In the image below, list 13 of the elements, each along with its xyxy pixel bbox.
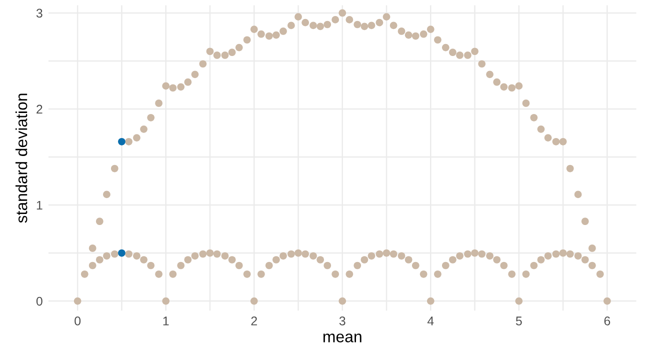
x-tick-label: 5 — [516, 316, 522, 326]
x-tick-label: 0 — [74, 316, 81, 326]
x-tick-label: 3 — [339, 316, 346, 326]
y-tick-label: 3 — [36, 8, 42, 18]
y-tick-label: 1 — [36, 200, 42, 210]
x-tick-label: 6 — [604, 316, 610, 326]
x-tick-label: 2 — [251, 316, 257, 326]
x-tick-label: 4 — [427, 316, 434, 326]
x-tick-label: 1 — [163, 316, 169, 326]
y-axis-title: standard deviation — [16, 94, 28, 223]
y-tick-label: 0 — [36, 296, 42, 306]
x-axis-title: mean — [323, 334, 362, 342]
y-tick-label: 2 — [36, 104, 42, 114]
